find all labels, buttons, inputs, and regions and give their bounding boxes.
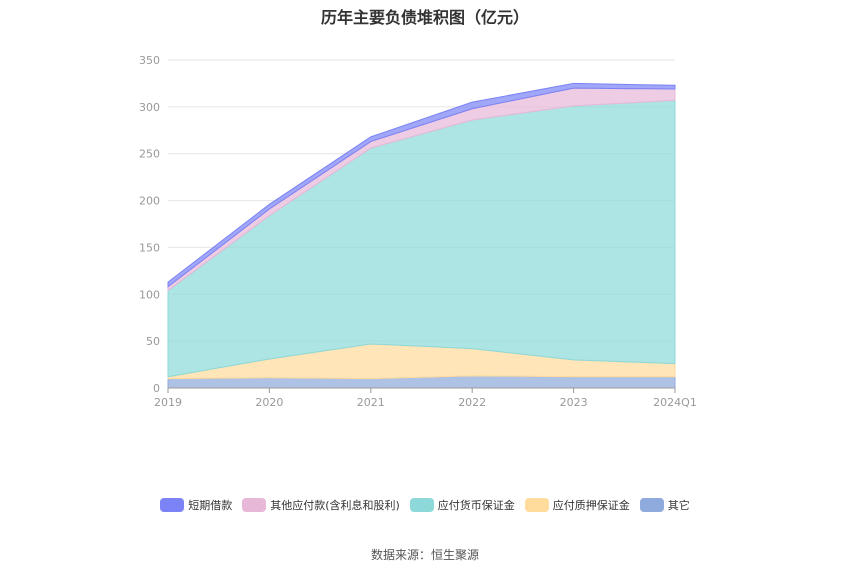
x-tick-label: 2019: [154, 396, 182, 409]
y-tick-label: 350: [139, 54, 160, 67]
x-tick-label: 2020: [255, 396, 283, 409]
legend-label: 应付货币保证金: [437, 499, 515, 512]
legend-label: 其它: [667, 499, 690, 512]
legend-item-short-term-loans[interactable]: 短期借款: [160, 497, 232, 513]
y-tick-label: 100: [139, 288, 160, 301]
data-source: 数据来源：恒生聚源: [370, 548, 479, 562]
legend-swatch: [242, 498, 267, 512]
legend-label: 其他应付款(含利息和股利): [270, 499, 400, 512]
area-series: [167, 82, 676, 389]
x-tick-label: 2024Q1: [653, 396, 697, 409]
legend-label: 应付质押保证金: [552, 499, 630, 512]
legend-swatch: [524, 498, 549, 512]
y-tick-label: 0: [153, 382, 160, 395]
y-tick-label: 150: [139, 241, 160, 254]
chart-title: 历年主要负债堆积图（亿元）: [320, 8, 529, 27]
y-tick-label: 300: [139, 101, 160, 114]
legend: 短期借款 其他应付款(含利息和股利) 应付货币保证金 应付质押保证金 其它: [0, 497, 850, 513]
area-2[interactable]: [167, 99, 676, 378]
legend-swatch: [160, 498, 185, 512]
legend-swatch: [409, 498, 434, 512]
x-axis: 2019 2020 2021 2022 2023 2024Q1: [154, 387, 697, 409]
legend-item-currency-margin[interactable]: 应付货币保证金: [409, 497, 515, 513]
x-tick-label: 2023: [560, 396, 588, 409]
y-tick-label: 50: [146, 335, 160, 348]
legend-swatch: [639, 498, 664, 512]
x-tick-label: 2022: [458, 396, 486, 409]
legend-label: 短期借款: [188, 499, 233, 512]
area-4[interactable]: [167, 82, 676, 288]
y-axis-ticks: 0 50 100 150 200 250 300 350: [139, 54, 160, 395]
legend-item-other-payables[interactable]: 其他应付款(含利息和股利): [242, 497, 400, 513]
legend-item-pledge-margin[interactable]: 应付质押保证金: [524, 497, 630, 513]
y-tick-label: 250: [139, 148, 160, 161]
y-tick-label: 200: [139, 195, 160, 208]
legend-item-other[interactable]: 其它: [639, 497, 690, 513]
x-tick-label: 2021: [357, 396, 385, 409]
